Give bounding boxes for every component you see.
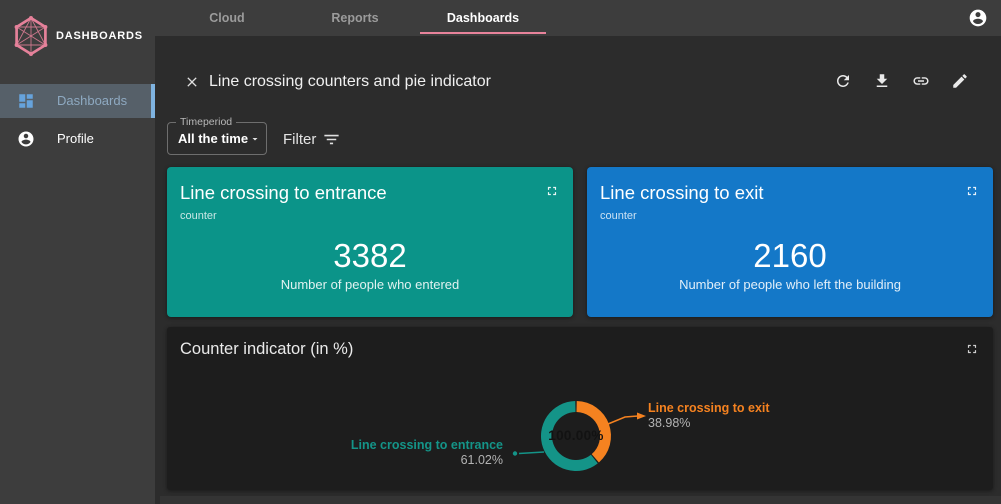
donut-slice[interactable] <box>540 401 598 472</box>
donut-chart <box>512 401 646 472</box>
account-icon[interactable] <box>968 8 988 28</box>
timeperiod-value: All the time <box>178 131 249 146</box>
logo-text: DASHBOARDS <box>56 30 143 42</box>
donut-center-label: 100.00% <box>548 428 604 443</box>
close-icon[interactable] <box>184 74 200 90</box>
tab-dashboards[interactable]: Dashboards <box>419 0 547 36</box>
link-icon[interactable] <box>912 72 930 90</box>
card-type-label: counter <box>180 210 217 222</box>
download-icon[interactable] <box>873 72 891 90</box>
sidebar-item-label: Dashboards <box>57 93 128 108</box>
sidebar: DASHBOARDS Dashboards Profile <box>0 0 155 504</box>
tab-cloud[interactable]: Cloud <box>209 11 245 25</box>
header-action-buttons <box>834 72 969 90</box>
callout-dot-entrance <box>512 451 518 456</box>
counter-card-entrance: Line crossing to entrance counter 3382 N… <box>167 167 573 317</box>
counter-value: 2160 <box>753 237 827 274</box>
edit-pencil-icon[interactable] <box>951 72 969 90</box>
pie-card-title: Counter indicator (in %) <box>180 340 354 358</box>
pie-label-name: Line crossing to entrance <box>350 438 503 452</box>
profile-icon <box>18 131 34 147</box>
horizontal-scrollbar[interactable] <box>160 496 1001 504</box>
tab-reports[interactable]: Reports <box>331 11 379 25</box>
filter-list-icon[interactable] <box>322 130 341 149</box>
donut-slice[interactable] <box>576 401 611 463</box>
counter-description: Number of people who left the building <box>679 277 901 292</box>
pie-label-exit: Line crossing to exit 38.98% <box>648 401 770 430</box>
fullscreen-icon[interactable] <box>965 184 979 198</box>
counter-value: 3382 <box>333 237 407 274</box>
pie-label-percent: 61.02% <box>460 453 503 467</box>
pie-label-name: Line crossing to exit <box>648 401 770 415</box>
page-title: Line crossing counters and pie indicator <box>209 73 491 90</box>
sidebar-item-profile[interactable]: Profile <box>0 122 155 156</box>
sidebar-item-dashboards[interactable]: Dashboards <box>0 84 155 118</box>
sidebar-item-label: Profile <box>57 131 94 146</box>
chevron-down-icon <box>252 138 258 141</box>
fullscreen-icon[interactable] <box>545 184 559 198</box>
callout-arrow-exit <box>637 412 646 420</box>
top-navigation-bar: Cloud Reports Dashboards <box>155 0 1001 36</box>
card-type-label: counter <box>600 210 637 222</box>
top-tabs: Cloud Reports Dashboards <box>163 0 547 36</box>
dashboard-grid-icon <box>19 94 33 108</box>
timeperiod-label: Timeperiod <box>176 116 237 128</box>
timeperiod-select[interactable]: Timeperiod All the time <box>167 116 267 155</box>
callout-line-entrance <box>518 451 545 455</box>
pie-label-percent: 38.98% <box>648 416 691 430</box>
fullscreen-icon[interactable] <box>965 342 979 356</box>
card-title: Line crossing to exit <box>600 182 764 203</box>
refresh-icon[interactable] <box>834 72 852 90</box>
active-tab-underline <box>420 32 546 34</box>
card-title: Line crossing to entrance <box>180 182 387 203</box>
hexagon-logo-icon <box>14 16 48 56</box>
pie-indicator-card: Counter indicator (in %) 100.00% Line cr… <box>167 327 993 490</box>
counter-description: Number of people who entered <box>280 277 460 292</box>
logo-row: DASHBOARDS <box>0 0 155 72</box>
counter-card-exit: Line crossing to exit counter 2160 Numbe… <box>587 167 993 317</box>
pie-label-entrance: Line crossing to entrance 61.02% <box>351 438 503 467</box>
callout-line-exit <box>607 415 639 425</box>
filter-label: Filter <box>283 131 317 148</box>
dashboard-content: Line crossing counters and pie indicator… <box>155 36 1001 504</box>
